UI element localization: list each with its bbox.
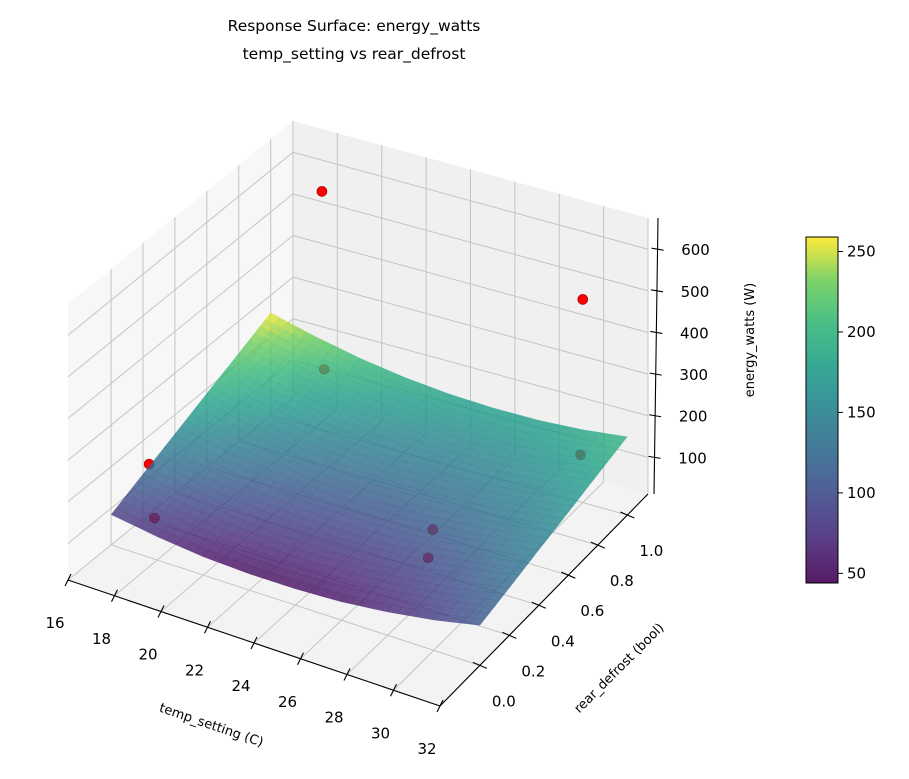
y-axis-label: rear_defrost (bool)	[572, 621, 668, 717]
z-axis-label: energy_watts (W)	[743, 283, 758, 398]
surface-facet	[489, 592, 505, 601]
x-tick-label: 16	[45, 614, 64, 632]
x-tick-label: 22	[185, 661, 204, 679]
x-tick-label: 26	[278, 693, 297, 711]
y-axis-line	[439, 493, 649, 707]
x-tick	[343, 668, 351, 681]
back-gridline-z	[292, 151, 649, 250]
colorbar-tick-label: 50	[847, 564, 866, 582]
back-gridline-z	[292, 276, 649, 375]
z-tick-label: 400	[680, 324, 709, 342]
x-tick	[204, 621, 211, 634]
y-tick-label: 0.4	[551, 632, 575, 650]
tick-labels: 16 18 20 22 24 26 28 30 32 0.0 0.2 0.4 0.6 0.8 1.0 100 2…	[45, 241, 709, 758]
colorbar-tick-label: 150	[847, 403, 876, 421]
z-tick	[650, 289, 664, 293]
x-tick	[297, 652, 304, 665]
surface-facet	[514, 561, 530, 570]
x-tick-label: 28	[324, 709, 343, 727]
chart-title: Response Surface: energy_watts temp_sett…	[228, 17, 481, 64]
surface-facet	[553, 510, 569, 519]
z-tick	[649, 414, 662, 418]
y-tick	[561, 571, 576, 579]
surface-facet	[603, 447, 618, 456]
surface-facet	[480, 605, 496, 614]
colorbar-tick-label: 250	[847, 242, 876, 260]
x-tick	[64, 573, 72, 587]
x-tick	[250, 636, 258, 650]
z-tick	[648, 455, 661, 459]
x-tick	[111, 589, 118, 602]
z-axis-line	[653, 217, 659, 495]
floor-gridline-y	[110, 544, 480, 666]
data-point	[577, 294, 589, 305]
x-tick	[157, 605, 165, 618]
colorbar-tick-label: 200	[847, 323, 876, 341]
x-tick	[436, 699, 444, 713]
back-gridline-z	[292, 318, 649, 417]
left-gridline-z	[67, 193, 294, 378]
axes	[64, 217, 664, 713]
y-tick-label: 1.0	[639, 542, 663, 560]
y-tick-label: 0.2	[521, 662, 545, 680]
colorbar-gradient	[805, 236, 839, 584]
z-tick-label: 500	[681, 283, 710, 301]
surface-facet	[470, 617, 486, 626]
y-tick	[590, 541, 606, 549]
y-tick-label: 0.6	[580, 602, 604, 620]
surface-facet	[588, 466, 604, 475]
colorbar-tick-label: 100	[847, 484, 876, 502]
surface-facet	[568, 491, 584, 500]
x-tick-label: 18	[92, 630, 111, 648]
y-tick	[531, 601, 547, 609]
title-line-1: Response Surface: energy_watts	[228, 17, 481, 36]
z-tick-label: 100	[678, 449, 707, 467]
z-tick-label: 200	[679, 408, 708, 426]
x-axis-label: temp_setting (C)	[157, 701, 265, 751]
surface-facet	[593, 460, 609, 469]
x-tick-label: 20	[138, 646, 157, 664]
data-point	[316, 186, 328, 197]
surface-facet	[608, 441, 623, 450]
z-tick	[649, 372, 662, 376]
y-tick-label: 0.0	[492, 692, 516, 710]
left-gridline-z	[67, 276, 294, 461]
x-tick	[390, 684, 397, 697]
x-tick-label: 32	[417, 740, 436, 758]
x-tick-label: 24	[231, 677, 250, 695]
surface-facet	[509, 567, 525, 576]
x-tick-label: 30	[371, 724, 390, 742]
y-tick	[472, 661, 488, 669]
left-pane	[68, 121, 293, 580]
surface-facet	[529, 542, 545, 551]
z-tick	[650, 330, 663, 335]
left-gridline-z	[67, 151, 294, 336]
colorbar: 50 100 150 200 250	[805, 236, 876, 584]
title-line-2: temp_setting vs rear_defrost	[243, 45, 466, 64]
surface-facet	[539, 529, 555, 538]
z-tick-label: 300	[679, 366, 708, 384]
left-gridline-z	[67, 235, 294, 419]
surface-facet	[613, 435, 628, 444]
surface-facet	[484, 599, 500, 607]
y-tick-label: 0.8	[610, 572, 634, 590]
surface-facet	[475, 611, 491, 620]
surface-facet	[499, 580, 515, 589]
y-tick	[620, 511, 635, 519]
back-gridline-z	[292, 193, 649, 292]
back-gridline-z	[292, 234, 649, 333]
surface-facet	[524, 548, 540, 557]
z-tick	[651, 247, 664, 251]
y-tick	[502, 631, 517, 639]
surface	[110, 312, 628, 626]
z-tick-label: 600	[681, 241, 710, 259]
